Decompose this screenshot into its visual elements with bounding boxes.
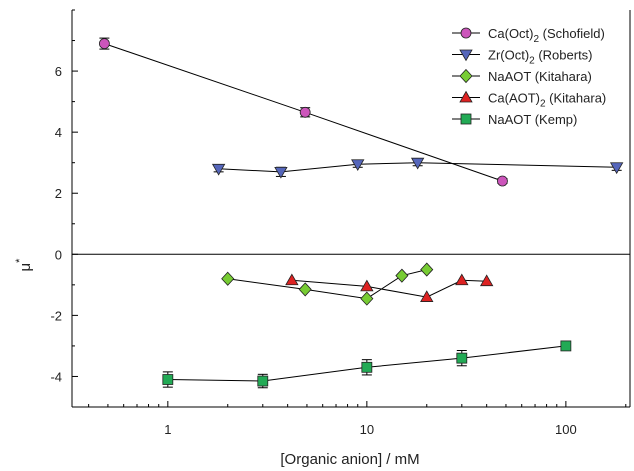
legend-label-tail: (Kitahara) xyxy=(531,69,592,84)
data-point xyxy=(360,279,374,292)
legend-label-main: Zr(Oct) xyxy=(488,48,529,63)
y-axis-title-sup: * xyxy=(14,258,26,263)
x-tick-label: 100 xyxy=(555,422,577,437)
data-point xyxy=(221,271,235,286)
legend-label: NaAOT (Kemp) xyxy=(488,112,577,127)
legend-label-sub: 2 xyxy=(534,34,540,45)
legend-marker xyxy=(459,90,473,103)
series-5 xyxy=(162,340,572,389)
data-point xyxy=(420,290,434,302)
y-tick-label: 2 xyxy=(55,186,62,201)
series-2 xyxy=(211,157,624,179)
legend-label-main: Ca(AOT) xyxy=(488,91,540,106)
x-axis-title: [Organic anion] / mM xyxy=(280,451,419,468)
legend-label: NaAOT (Kitahara) xyxy=(488,69,592,84)
data-point xyxy=(298,282,312,297)
data-point xyxy=(98,38,110,49)
legend-label: Zr(Oct)2 (Roberts) xyxy=(488,48,593,67)
legend-item: Ca(Oct)2 (Schofield) xyxy=(452,26,605,45)
y-tick-label: -4 xyxy=(50,369,62,384)
series-layer xyxy=(98,37,624,389)
data-point xyxy=(299,106,311,118)
y-tick-label: 4 xyxy=(55,125,62,140)
data-point xyxy=(257,375,269,387)
data-point xyxy=(497,175,508,187)
legend-label-sub: 2 xyxy=(529,56,535,67)
data-point xyxy=(420,262,434,277)
data-point xyxy=(285,273,299,286)
y-axis-title-main: μ xyxy=(17,263,34,272)
x-tick-label: 1 xyxy=(164,422,171,437)
data-point xyxy=(560,340,572,352)
data-point xyxy=(455,273,469,286)
legend-marker xyxy=(460,27,472,39)
legend-label: Ca(AOT)2 (Kitahara) xyxy=(488,91,606,110)
legend-item: NaAOT (Kemp) xyxy=(452,112,577,127)
data-point xyxy=(361,361,373,373)
y-tick-label: 6 xyxy=(55,64,62,79)
legend-label: Ca(Oct)2 (Schofield) xyxy=(488,26,605,45)
legend-label-tail: (Schofield) xyxy=(539,26,605,41)
legend-label-tail: (Kemp) xyxy=(531,112,577,127)
data-point xyxy=(162,374,174,385)
legend-item: Ca(AOT)2 (Kitahara) xyxy=(452,91,606,110)
series-1 xyxy=(98,37,508,187)
legend-label-main: NaAOT xyxy=(488,112,531,127)
legend-label-main: NaAOT xyxy=(488,69,531,84)
data-point xyxy=(479,274,494,287)
legend-label-tail: (Roberts) xyxy=(535,48,593,63)
legend-label-main: Ca(Oct) xyxy=(488,26,534,41)
legend-label-tail: (Kitahara) xyxy=(546,91,607,106)
plot-frame xyxy=(71,10,631,408)
data-point xyxy=(609,162,624,175)
data-point xyxy=(211,163,226,176)
legend-marker xyxy=(459,68,473,84)
legend-marker xyxy=(459,49,473,62)
svg-text:μ*: μ* xyxy=(14,258,34,272)
data-point xyxy=(395,268,409,283)
legend-label-sub: 2 xyxy=(540,99,546,110)
axes: -4 -2 0 2 4 6 1 10 100 xyxy=(50,9,627,437)
data-point xyxy=(360,291,374,306)
data-point xyxy=(456,352,468,364)
series-4 xyxy=(285,273,494,302)
data-point xyxy=(410,157,425,170)
x-tick-label: 10 xyxy=(360,422,374,437)
series-line xyxy=(227,269,427,300)
data-point xyxy=(274,166,288,179)
y-axis-title: μ* xyxy=(14,258,34,272)
legend-item: Zr(Oct)2 (Roberts) xyxy=(452,48,593,67)
legend-item: NaAOT (Kitahara) xyxy=(452,68,592,84)
data-point xyxy=(351,159,365,172)
legend: Ca(Oct)2 (Schofield)Zr(Oct)2 (Roberts)Na… xyxy=(452,26,606,127)
y-tick-label: -2 xyxy=(50,308,62,323)
legend-marker xyxy=(460,113,472,125)
series-3 xyxy=(221,262,434,306)
y-tick-label: 0 xyxy=(55,247,62,262)
